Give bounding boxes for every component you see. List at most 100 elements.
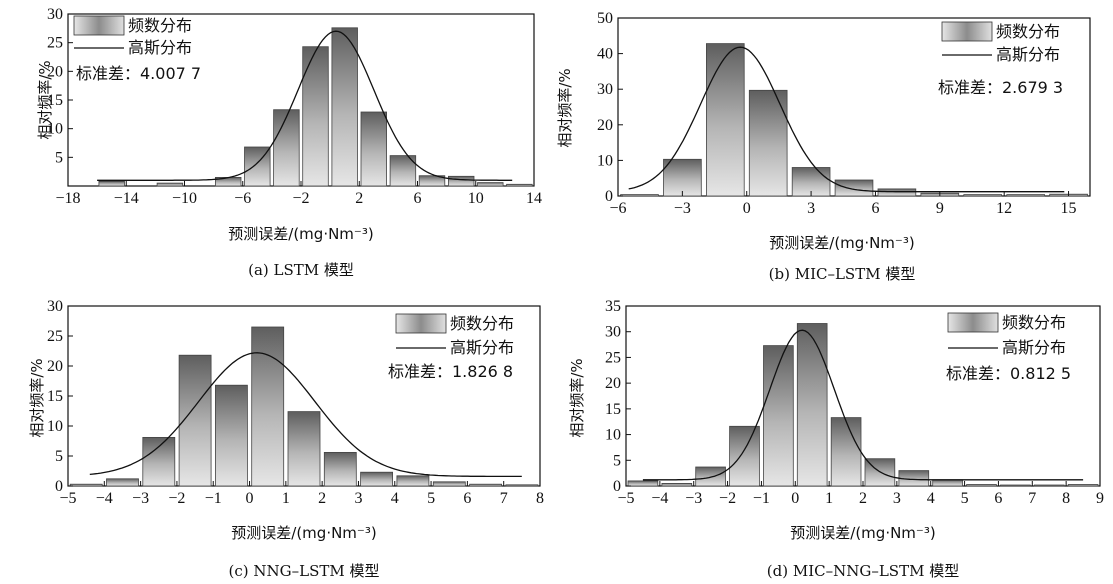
y-tick-label: 10 (47, 418, 63, 435)
legend-bar-label: 频数分布 (450, 314, 514, 333)
histogram-bar-13 (1033, 484, 1065, 487)
x-tick-label: −5 (617, 490, 634, 507)
x-tick-label: −6 (234, 190, 251, 207)
y-axis-title: 相对频率/% (568, 358, 586, 437)
x-tick-label: 14 (526, 190, 542, 207)
histogram-bar-2 (156, 182, 184, 187)
y-tick-label: 40 (597, 46, 613, 63)
y-tick-label: 5 (55, 448, 63, 465)
y-tick-label: 30 (605, 324, 621, 341)
histogram-bar-9 (963, 194, 1002, 197)
histogram-bar-7 (331, 27, 358, 187)
x-tick-label: 1 (825, 490, 833, 507)
x-axis-title: 预测误差/(mg·Nm⁻³) (228, 225, 373, 243)
axis-ticks: −6 −3 0 3 6 9 12 15 0 10 20 30 40 50 (597, 10, 1077, 217)
axis-ticks: −5 −4 −3 −2 −1 0 1 2 3 4 5 6 7 8 9 0 5 10 15 20 25 30 35 (605, 298, 1104, 507)
histogram-bars (98, 27, 533, 187)
histogram-bars (627, 323, 1099, 487)
std-annotation: 标准差：2.679 3 (938, 78, 1063, 97)
x-tick-label: −1 (205, 490, 222, 507)
histogram-bars (69, 326, 539, 487)
y-tick-label: 20 (597, 117, 613, 134)
legend-line-label: 高斯分布 (450, 338, 514, 357)
x-tick-label: 6 (463, 490, 471, 507)
gaussian-curve (628, 46, 1065, 193)
histogram-bar-1 (98, 180, 125, 187)
x-tick-label: 2 (318, 490, 326, 507)
legend-bar-swatch (395, 313, 447, 334)
y-tick-label: 0 (55, 478, 63, 495)
histogram-bar-13 (505, 484, 539, 487)
histogram-bar-9 (360, 471, 394, 487)
histogram-bar-5 (273, 109, 300, 187)
histogram-bar-6 (302, 46, 329, 187)
histogram-bar-12 (477, 182, 504, 187)
y-tick-label: 15 (47, 92, 63, 109)
y-tick-label: 20 (605, 375, 621, 392)
legend-bar-label: 频数分布 (1002, 313, 1066, 332)
x-tick-label: −2 (719, 490, 736, 507)
histogram-bar-8 (323, 451, 357, 487)
legend-line-label: 高斯分布 (1002, 338, 1066, 357)
panel-caption: (c) NNG–LSTM 模型 (229, 562, 380, 580)
histogram-bar-1 (627, 480, 659, 487)
y-tick-label: 10 (47, 121, 63, 138)
histogram-bar-7 (830, 417, 862, 487)
x-tick-label: 9 (936, 200, 944, 217)
x-tick-label: 3 (354, 490, 362, 507)
histogram-bar-10 (932, 479, 963, 487)
x-tick-label: 12 (996, 200, 1012, 217)
x-tick-label: 15 (1061, 200, 1077, 217)
x-tick-label: −3 (674, 200, 691, 217)
legend-line-label: 高斯分布 (996, 45, 1060, 64)
y-tick-label: 25 (47, 328, 63, 345)
x-tick-label: 3 (893, 490, 901, 507)
histogram-bars (620, 43, 1088, 197)
x-tick-label: 2 (355, 190, 363, 207)
x-tick-label: 5 (961, 490, 969, 507)
chart-panel-d: −5 −4 −3 −2 −1 0 1 2 3 4 5 6 7 8 9 0 5 10 15 20 25 30 35 频数分布 … (568, 298, 1104, 580)
y-tick-label: 0 (613, 478, 621, 495)
legend-bar-swatch (941, 21, 993, 42)
x-tick-label: −3 (685, 490, 702, 507)
y-tick-label: 20 (47, 358, 63, 375)
legend: 频数分布 高斯分布 标准差：2.679 3 (938, 21, 1063, 97)
histogram-bar-14 (1067, 484, 1099, 487)
panel-caption: (b) MIC–LSTM 模型 (769, 265, 916, 283)
x-tick-label: 4 (391, 490, 399, 507)
x-tick-label: −14 (114, 190, 139, 207)
x-tick-label: 5 (427, 490, 435, 507)
x-axis-title: 预测误差/(mg·Nm⁻³) (790, 524, 935, 542)
histogram-bar-10 (418, 175, 446, 187)
y-tick-label: 5 (55, 149, 63, 166)
axis-ticks: −5 −4 −3 −2 −1 0 1 2 3 4 5 6 7 8 0 5 10 15 20 25 30 (47, 298, 544, 507)
histogram-bar-5 (214, 384, 248, 487)
histogram-bar-2 (661, 482, 693, 487)
x-tick-label: 2 (859, 490, 867, 507)
histogram-bar-11 (966, 484, 997, 487)
histogram-bar-7 (287, 411, 321, 487)
y-tick-label: 15 (605, 401, 621, 418)
y-tick-label: 0 (605, 188, 613, 205)
legend: 频数分布 高斯分布 标准差：1.826 8 (388, 313, 514, 381)
plot-frame (625, 305, 1101, 487)
x-tick-label: 8 (1062, 490, 1070, 507)
x-tick-label: 6 (871, 200, 879, 217)
histogram-bar-1 (69, 483, 103, 487)
y-tick-label: 30 (47, 6, 63, 23)
x-tick-label: 3 (807, 200, 815, 217)
chart-panel-c: −5 −4 −3 −2 −1 0 1 2 3 4 5 6 7 8 0 5 10 15 20 25 30 频数分布 高斯分… (28, 298, 544, 580)
axis-ticks: −18 −14 −10 −6 −2 2 6 10 14 5 10 15 20 25 30 (47, 6, 542, 207)
legend: 频数分布 高斯分布 标准差：4.007 7 (73, 15, 201, 83)
x-tick-label: −5 (59, 490, 76, 507)
histogram-bar-4 (748, 89, 788, 197)
histogram-bar-3 (695, 466, 726, 487)
x-tick-label: −3 (132, 490, 149, 507)
x-tick-label: 7 (1028, 490, 1036, 507)
y-tick-label: 25 (605, 349, 621, 366)
histogram-bar-11 (432, 481, 466, 487)
x-tick-label: 7 (500, 490, 508, 507)
chart-panel-a: −18 −14 −10 −6 −2 2 6 10 14 5 10 15 20 25 30 频数分布 高斯分布… (36, 6, 542, 279)
x-tick-label: 0 (246, 490, 254, 507)
